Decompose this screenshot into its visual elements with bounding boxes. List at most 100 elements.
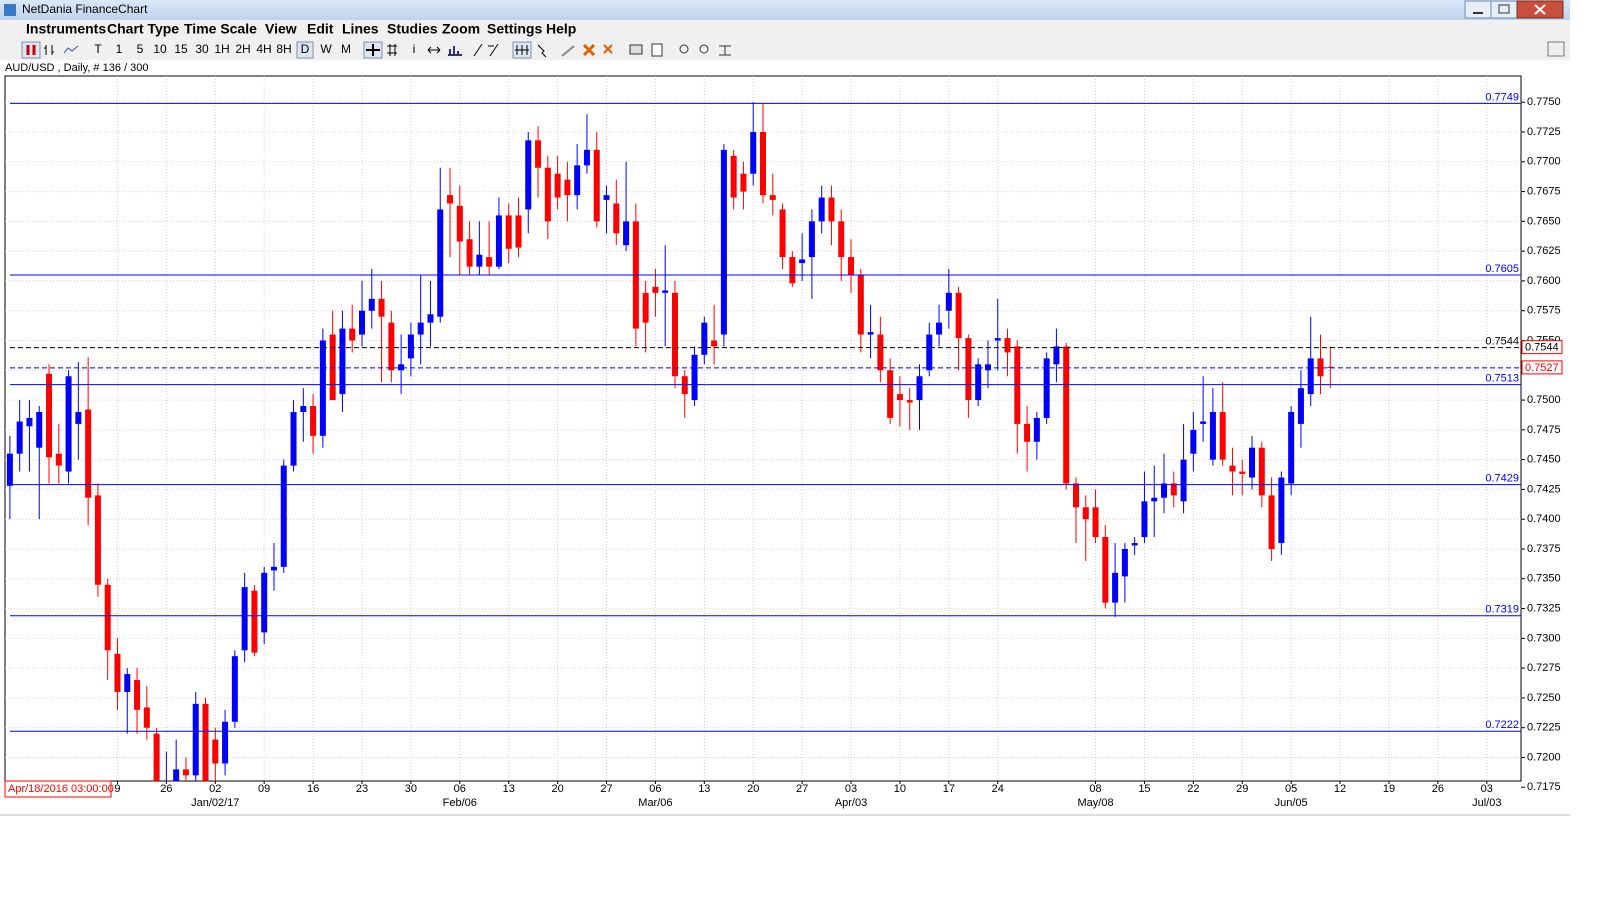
x-tick-label: 03 xyxy=(1481,783,1493,795)
menu-item[interactable]: Edit xyxy=(307,21,334,37)
timescale-button[interactable]: 4H xyxy=(256,42,271,56)
candle-body xyxy=(965,338,972,401)
timescale-button[interactable]: 8H xyxy=(276,42,291,56)
menu-item[interactable]: Settings xyxy=(487,21,542,37)
candle-chart-button[interactable] xyxy=(21,41,41,59)
y-tick-label: 0.7600 xyxy=(1527,275,1561,287)
line-icon[interactable] xyxy=(63,45,79,54)
candle-body xyxy=(828,197,835,222)
zoom-out-icon[interactable] xyxy=(699,44,709,54)
x-tick-label: 15 xyxy=(1138,783,1150,795)
candle-body xyxy=(1102,537,1109,603)
info-button[interactable]: i xyxy=(413,42,416,56)
pen-icon[interactable] xyxy=(561,45,575,57)
candle-body xyxy=(1288,411,1295,484)
x-tick-label: 9 xyxy=(114,783,120,795)
candle-body xyxy=(662,290,669,293)
timescale-button[interactable]: M xyxy=(341,42,351,56)
timescale-button[interactable]: 15 xyxy=(174,42,188,56)
zoom-in-icon[interactable] xyxy=(679,44,689,54)
x-tick-label: 19 xyxy=(1383,783,1395,795)
candle-body xyxy=(202,703,209,781)
candle-body xyxy=(779,209,786,258)
candle-body xyxy=(270,566,277,571)
crosshair-icon xyxy=(366,44,380,56)
pointer-icon[interactable] xyxy=(537,44,547,58)
menu-item[interactable]: Studies xyxy=(387,21,438,37)
y-tick-label: 0.7675 xyxy=(1527,185,1561,197)
preview-icon[interactable] xyxy=(651,43,663,57)
candle-body xyxy=(417,322,424,335)
menu-bar xyxy=(0,20,1570,40)
grid-icon[interactable] xyxy=(387,44,397,56)
candle-body xyxy=(104,584,111,651)
y-tick-label: 0.7475 xyxy=(1527,424,1561,436)
delete-all-icon[interactable] xyxy=(603,44,613,54)
timescale-button[interactable]: T xyxy=(94,42,102,56)
candle-body xyxy=(701,322,708,355)
candle-body xyxy=(437,209,444,317)
candles xyxy=(6,102,1334,781)
menu-item[interactable]: Help xyxy=(546,21,576,37)
delete-icon[interactable] xyxy=(582,43,596,57)
price-line-label: 0.7222 xyxy=(1485,719,1519,731)
y-tick-label: 0.7350 xyxy=(1527,573,1561,585)
candle-body xyxy=(368,298,375,311)
bar-icon[interactable] xyxy=(44,45,54,55)
candle-body xyxy=(300,406,307,412)
month-label: May/08 xyxy=(1078,797,1114,809)
candle-body xyxy=(955,292,962,339)
grid xyxy=(5,76,1521,781)
trendline-icons[interactable] xyxy=(473,43,499,57)
menu-item[interactable]: View xyxy=(265,21,297,37)
menu-item[interactable]: Chart Type xyxy=(107,21,179,37)
candle-body xyxy=(652,286,659,293)
candle-body xyxy=(1082,507,1089,520)
candle-body xyxy=(623,221,630,246)
menu-item[interactable]: Instruments xyxy=(26,21,106,37)
timescale-button[interactable]: W xyxy=(320,42,332,56)
price-marker-box xyxy=(1521,360,1563,375)
timescale-button[interactable]: 2H xyxy=(235,42,250,56)
month-label: Jul/03 xyxy=(1472,797,1501,809)
panel-toggle[interactable] xyxy=(1547,41,1565,57)
x-tick-label: 26 xyxy=(160,783,172,795)
scroll-icon[interactable] xyxy=(427,46,441,54)
y-tick-label: 0.7700 xyxy=(1527,156,1561,168)
candle-body xyxy=(711,340,718,347)
timescale-button[interactable]: 1H xyxy=(214,42,229,56)
minimize-button[interactable] xyxy=(1464,0,1492,19)
x-tick-label: 20 xyxy=(551,783,563,795)
close-glyph xyxy=(1534,4,1546,15)
candle-icon xyxy=(26,45,36,55)
price-marker-label: 0.7527 xyxy=(1525,362,1559,374)
candle-body xyxy=(818,197,825,222)
timescale-button[interactable]: 1 xyxy=(116,42,123,56)
candle-body xyxy=(769,195,776,200)
candle-body xyxy=(975,364,982,401)
timescale-button[interactable]: 10 xyxy=(153,42,167,56)
candle-body xyxy=(349,328,356,341)
x-tick-label: 06 xyxy=(454,783,466,795)
maximize-button[interactable] xyxy=(1490,0,1518,19)
timescale-button[interactable]: 30 xyxy=(195,42,209,56)
candle-body xyxy=(1072,483,1079,508)
timescale-button[interactable]: D xyxy=(301,42,310,56)
timescale-button[interactable]: 5 xyxy=(137,42,144,56)
y-tick-label: 0.7400 xyxy=(1527,513,1561,525)
print-icon[interactable] xyxy=(629,44,643,55)
volume-icon[interactable] xyxy=(448,46,462,56)
candle-body xyxy=(808,221,815,258)
menu-item[interactable]: Zoom xyxy=(442,21,480,37)
menu-item[interactable]: Time Scale xyxy=(184,21,257,37)
candle-body xyxy=(398,364,405,371)
candle-body xyxy=(799,259,806,264)
price-line-label: 0.7605 xyxy=(1485,263,1519,275)
candle-body xyxy=(1053,346,1060,365)
candle-body xyxy=(848,257,855,275)
fit-icon[interactable] xyxy=(719,45,731,56)
month-label: Feb/06 xyxy=(443,797,477,809)
candle-body xyxy=(143,707,150,728)
menu-item[interactable]: Lines xyxy=(342,21,379,37)
